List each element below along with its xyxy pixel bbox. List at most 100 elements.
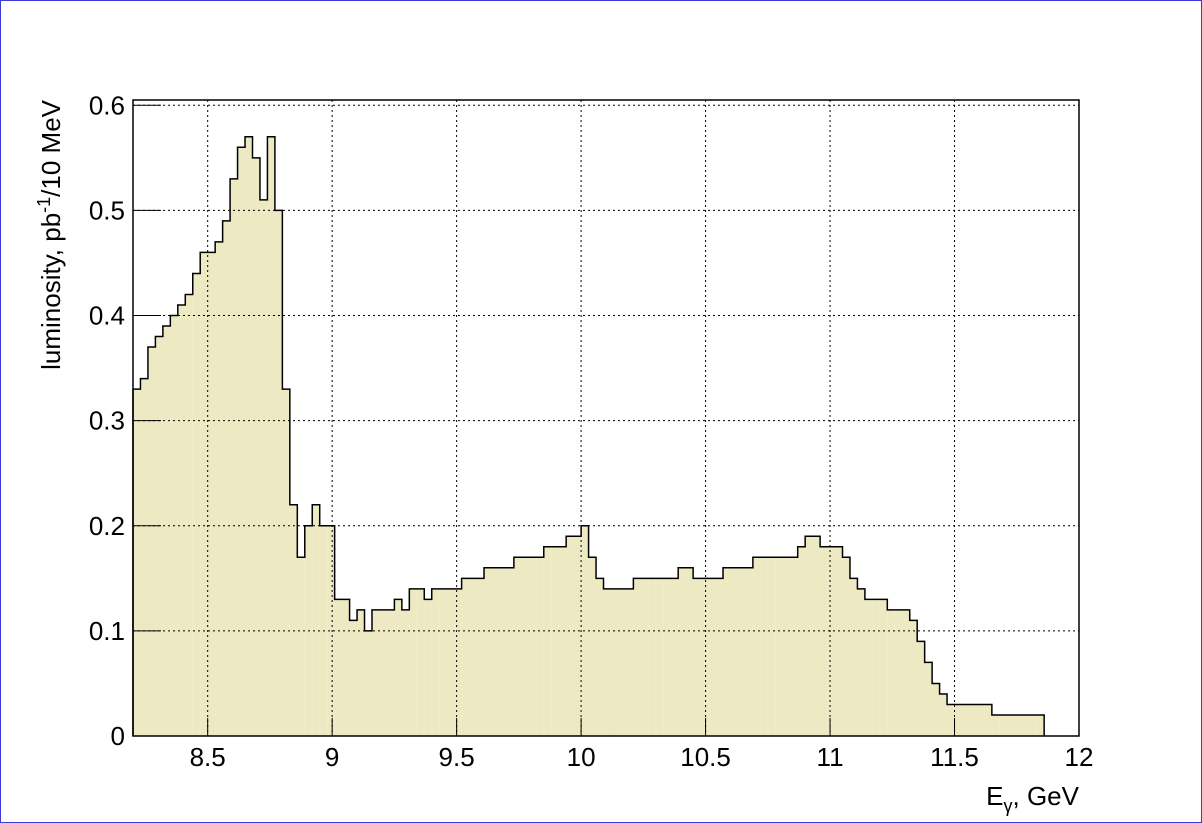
bar [252, 157, 260, 736]
bar [185, 294, 193, 736]
bar [775, 557, 783, 736]
bar [879, 599, 888, 736]
bar [349, 620, 358, 736]
bar [454, 588, 462, 736]
bar [969, 704, 977, 736]
bar [513, 557, 522, 736]
x-label-rest: , GeV [1013, 781, 1080, 811]
bar [439, 588, 447, 736]
bar [872, 599, 880, 736]
bar [827, 546, 836, 736]
histogram-outline [132, 136, 1045, 736]
bar [797, 546, 806, 736]
bar [596, 578, 604, 736]
x-tick-label: 10 [567, 742, 596, 772]
bar [924, 662, 933, 736]
x-tick-label: 9.5 [439, 742, 475, 772]
bar [760, 557, 768, 736]
bar [805, 536, 813, 736]
y-label-text: luminosity, pb [36, 213, 66, 370]
bar [820, 546, 828, 736]
bar [469, 578, 477, 736]
bar [491, 567, 499, 736]
x-tick-label: 11.5 [930, 742, 979, 772]
bar [909, 620, 918, 736]
bar [237, 147, 246, 736]
bar [693, 578, 701, 736]
y-tick-label: 0 [111, 721, 125, 751]
bar [506, 567, 514, 736]
bar [289, 504, 298, 736]
bar [147, 347, 156, 736]
x-label-sub: γ [1004, 796, 1013, 816]
bar [207, 252, 216, 736]
bar [416, 588, 425, 736]
bar [663, 578, 671, 736]
bar [999, 714, 1007, 736]
bar [573, 536, 582, 736]
bar [476, 578, 485, 736]
bar [849, 578, 858, 736]
x-tick-label: 8.5 [190, 742, 226, 772]
y-label-rest: /10 MeV [36, 99, 66, 196]
bar [543, 546, 552, 736]
bar [648, 578, 656, 736]
bar [401, 609, 410, 736]
bar [700, 578, 709, 736]
bar [752, 557, 761, 736]
bar [842, 557, 850, 736]
bar [730, 567, 738, 736]
x-label-text: E [986, 781, 1003, 811]
bar [558, 546, 567, 736]
x-tick-label: 12 [1065, 742, 1094, 772]
bar [521, 557, 529, 736]
bar [342, 599, 350, 736]
bar [162, 326, 171, 736]
bar [767, 557, 776, 736]
y-label-sup: -1 [34, 197, 54, 213]
y-tick-label: 0.1 [89, 616, 125, 646]
bar [723, 567, 731, 736]
bar [215, 241, 223, 736]
bar [633, 578, 641, 736]
bar [394, 599, 402, 736]
bar [386, 609, 395, 736]
bar [222, 220, 231, 736]
bar [655, 578, 664, 736]
bar [835, 546, 843, 736]
bar [357, 609, 365, 736]
y-tick-label: 0.6 [89, 90, 125, 120]
bar [640, 578, 649, 736]
bar [245, 136, 253, 736]
bar [551, 546, 559, 736]
bar [566, 536, 574, 736]
bar [536, 557, 544, 736]
bar [133, 389, 141, 736]
bar [371, 609, 380, 736]
bar [297, 557, 305, 736]
bar [588, 557, 597, 736]
x-tick-label: 10.5 [680, 742, 731, 772]
bar [1014, 714, 1022, 736]
bar [379, 609, 387, 736]
bar [991, 714, 1000, 736]
y-tick-label: 0.4 [89, 301, 125, 331]
bar [782, 557, 791, 736]
bar [954, 704, 962, 736]
bar [274, 210, 283, 736]
y-tick-label: 0.3 [89, 406, 125, 436]
bar [812, 536, 821, 736]
bar [498, 567, 507, 736]
bar [932, 683, 940, 736]
bar [625, 588, 634, 736]
bar [1021, 714, 1030, 736]
bar [312, 504, 320, 736]
bar [155, 336, 163, 736]
bar [961, 704, 970, 736]
bar [857, 588, 865, 736]
bar [1006, 714, 1015, 736]
bar [259, 199, 268, 736]
bar [887, 609, 895, 736]
bar [902, 609, 910, 736]
bar [230, 178, 238, 737]
